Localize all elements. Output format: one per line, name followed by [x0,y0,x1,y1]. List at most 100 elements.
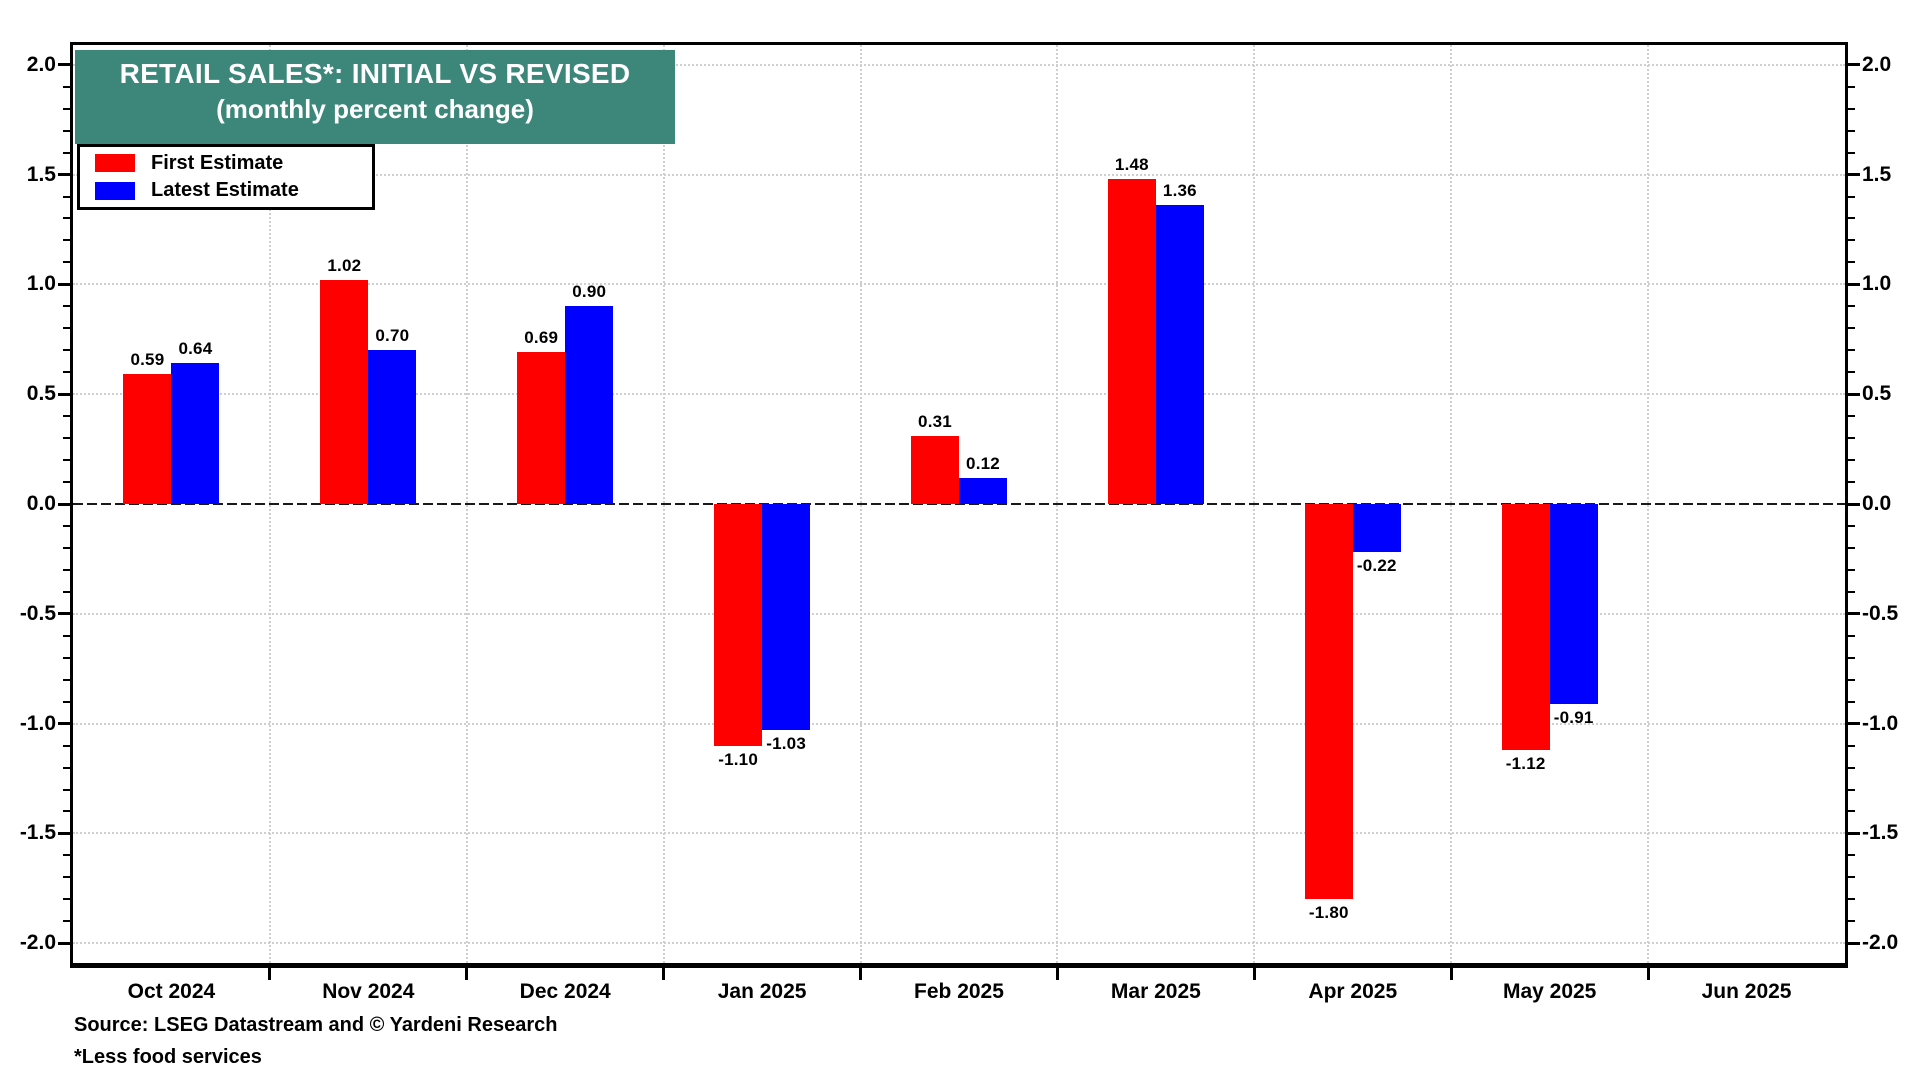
y-axis-tick-left [58,282,70,286]
gridline-horizontal [73,63,1845,66]
y-axis-tick-right [1848,941,1860,945]
y-axis-minor-tick-left [63,700,70,703]
x-axis-tick [662,968,666,980]
y-axis-tick-left [58,722,70,726]
chart-subtitle: (monthly percent change) [216,94,534,124]
y-axis-label-right: -1.5 [1862,821,1899,845]
y-axis-minor-tick-left [63,898,70,901]
y-axis-minor-tick-right [1848,261,1855,264]
y-axis-minor-tick-left [63,327,70,330]
x-axis-tick [1055,968,1059,980]
plot-area: RETAIL SALES*: INITIAL VS REVISED (month… [70,42,1848,968]
y-axis-label-right: -1.0 [1862,711,1899,735]
y-axis-minor-tick-right [1848,568,1855,571]
y-axis-tick-right [1848,502,1860,506]
y-axis-minor-tick-left [63,788,70,791]
y-axis-minor-tick-left [63,876,70,879]
y-axis-minor-tick-right [1848,239,1855,242]
bar-value-label: 1.48 [1114,154,1149,174]
y-axis-tick-right [1848,831,1860,835]
x-axis-label: Feb 2025 [914,980,1004,1003]
gridline-horizontal [73,612,1845,615]
bar-value-label: -1.80 [1308,903,1349,923]
y-axis-minor-tick-left [63,437,70,440]
bar-first-estimate-apr-2025 [1304,504,1353,900]
y-axis-minor-tick-left [63,810,70,813]
y-axis-label-left: 1.0 [26,272,56,296]
y-axis-minor-tick-right [1848,766,1855,769]
bar-latest-estimate-jan-2025 [762,504,811,731]
y-axis-label-left: 1.5 [26,162,56,186]
legend-item: Latest Estimate [95,179,372,202]
y-axis-minor-tick-right [1848,744,1855,747]
chart-title: RETAIL SALES*: INITIAL VS REVISED [119,58,631,89]
legend: First Estimate Latest Estimate [77,144,375,210]
y-axis-tick-right [1848,392,1860,396]
y-axis-minor-tick-right [1848,524,1855,527]
y-axis-label-right: -2.0 [1862,931,1899,955]
gridline-horizontal [73,173,1845,176]
y-axis-tick-left [58,392,70,396]
legend-item: First Estimate [95,152,372,175]
bar-first-estimate-dec-2024 [517,352,566,504]
y-axis-label-left: 0.5 [26,382,56,406]
y-axis-minor-tick-right [1848,151,1855,154]
y-axis-minor-tick-left [63,217,70,220]
bar-value-label: 0.31 [918,411,952,431]
footnote: *Less food services [74,1046,262,1068]
y-axis-minor-tick-left [63,920,70,923]
y-axis-minor-tick-right [1848,634,1855,637]
source-note: Source: LSEG Datastream and © Yardeni Re… [74,1014,558,1036]
y-axis-minor-tick-left [63,590,70,593]
y-axis-minor-tick-right [1848,107,1855,110]
x-axis-label: Apr 2025 [1308,980,1398,1003]
y-axis-minor-tick-left [63,524,70,527]
y-axis-tick-left [58,502,70,506]
y-axis-minor-tick-right [1848,876,1855,879]
x-axis-tick [465,968,469,980]
y-axis-tick-right [1848,612,1860,616]
y-axis-label-left: -1.5 [19,821,56,845]
y-axis-tick-right [1848,282,1860,286]
x-axis-label: Jan 2025 [717,980,807,1003]
y-axis-minor-tick-left [63,371,70,374]
bar-latest-estimate-feb-2025 [959,477,1007,504]
y-axis-minor-tick-left [63,546,70,549]
x-axis-tick [1646,968,1650,980]
x-axis-label: Mar 2025 [1110,980,1201,1003]
bar-value-label: 0.69 [524,328,559,348]
y-axis-minor-tick-left [63,744,70,747]
legend-label: Latest Estimate [151,179,299,202]
y-axis-label-left: -2.0 [19,931,56,955]
gridline-horizontal [73,283,1845,286]
y-axis-minor-tick-left [63,239,70,242]
y-axis-minor-tick-right [1848,415,1855,418]
y-axis-label-left: 0.0 [26,492,56,515]
y-axis-minor-tick-left [63,459,70,462]
y-axis-minor-tick-right [1848,371,1855,374]
x-axis-tick [268,968,272,980]
legend-label: First Estimate [151,151,284,174]
y-axis-minor-tick-left [63,656,70,659]
y-axis-label-right: 1.5 [1862,162,1892,186]
bar-latest-estimate-oct-2024 [171,363,220,504]
bar-value-label: 0.12 [966,453,1000,473]
gridline-horizontal [73,393,1845,396]
y-axis-minor-tick-left [63,634,70,637]
y-axis-minor-tick-left [63,107,70,110]
chart-title-box: RETAIL SALES*: INITIAL VS REVISED (month… [75,50,675,144]
y-axis-label-left: 2.0 [26,52,56,76]
y-axis-minor-tick-right [1848,85,1855,88]
y-axis-tick-left [58,173,70,177]
y-axis-minor-tick-right [1848,546,1855,549]
y-axis-minor-tick-right [1848,327,1855,330]
y-axis-minor-tick-right [1848,788,1855,791]
y-axis-minor-tick-right [1848,195,1855,198]
y-axis-minor-tick-right [1848,481,1855,484]
bar-value-label: -1.10 [718,749,758,769]
y-axis-minor-tick-right [1848,700,1855,703]
y-axis-minor-tick-left [63,85,70,88]
x-axis-tick [1449,968,1453,980]
gridline-horizontal [73,722,1845,725]
